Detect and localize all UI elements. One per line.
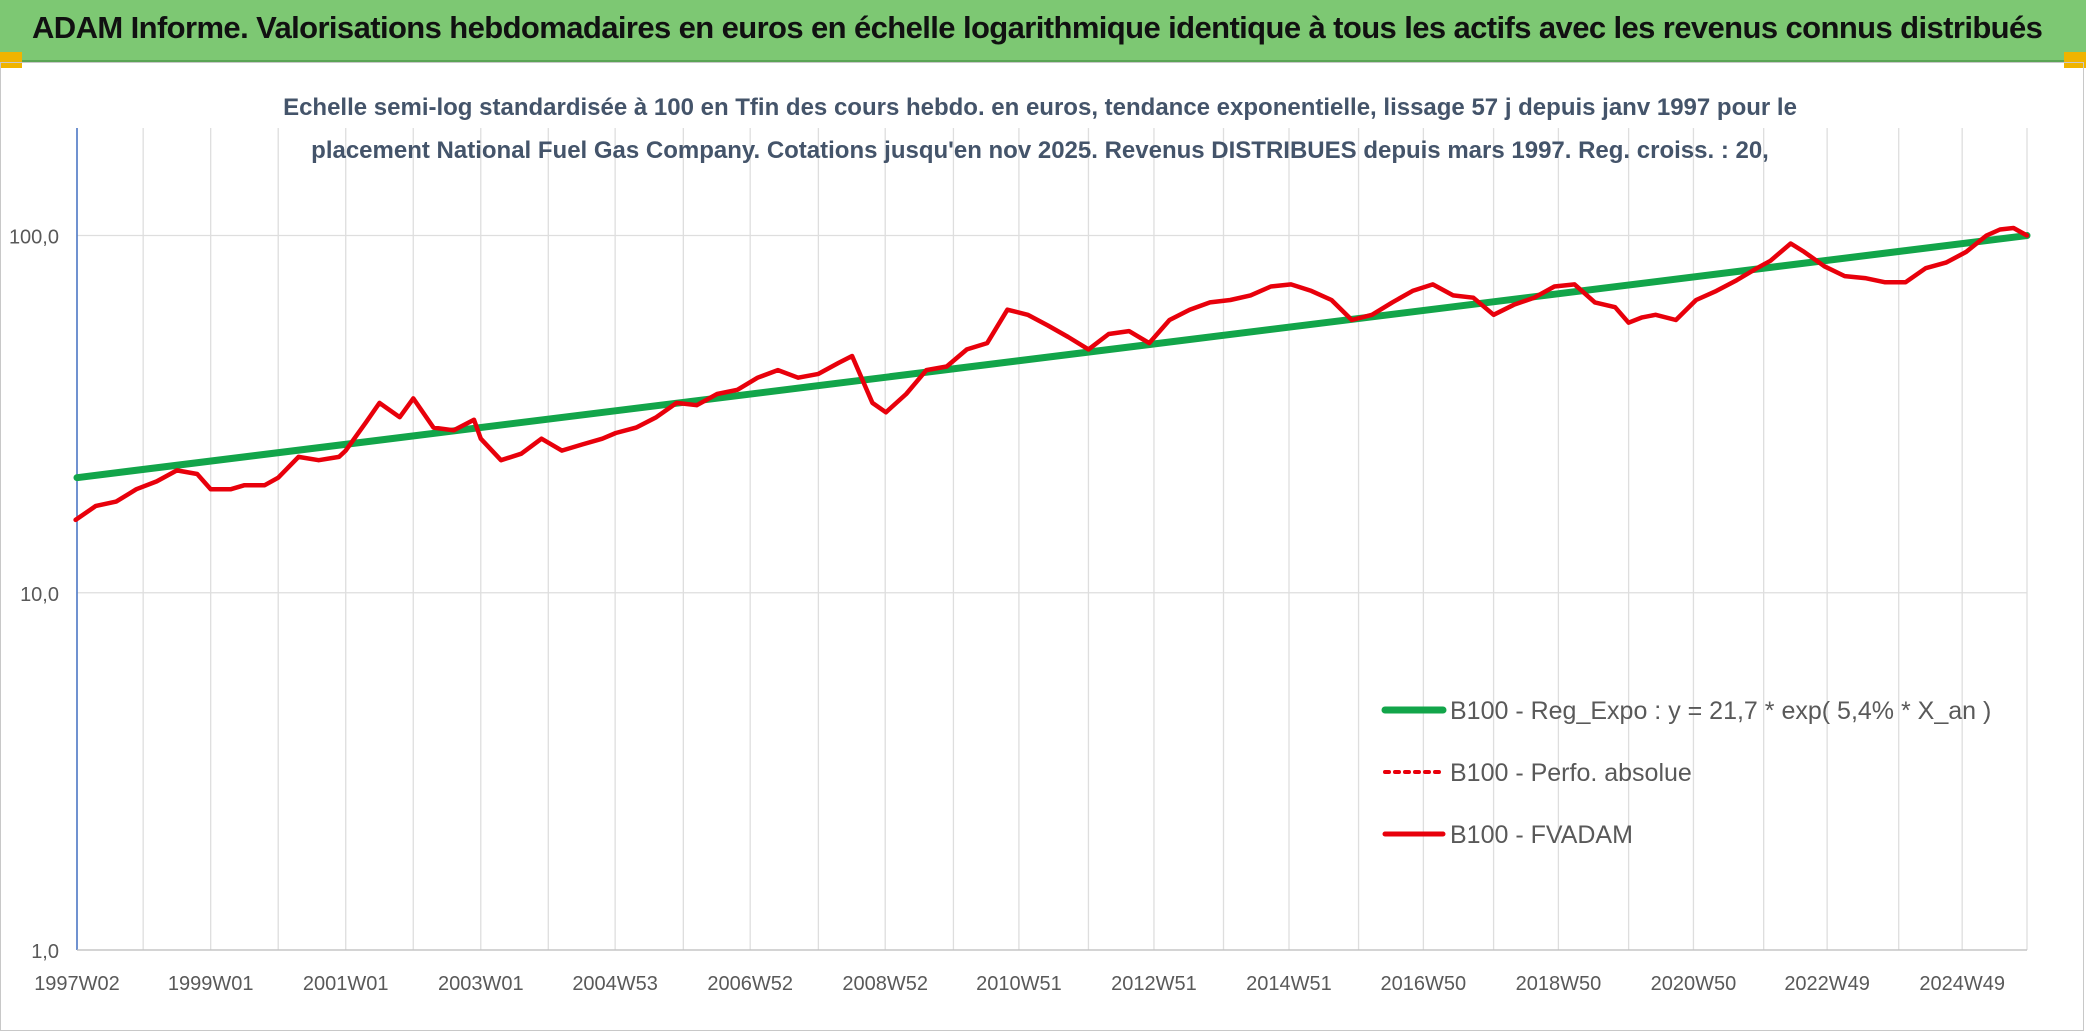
legend-regression-label: B100 - Reg_Expo : y = 21,7 * exp( 5,4% *… bbox=[1450, 697, 1991, 725]
chart-title-line-1: Echelle semi-log standardisée à 100 en T… bbox=[283, 94, 1797, 121]
legend-fvadam-label: B100 - FVADAM bbox=[1450, 821, 1633, 849]
x-tick-label: 2006W52 bbox=[707, 973, 793, 995]
x-tick-label: 2003W01 bbox=[438, 973, 524, 995]
x-tick-label: 2018W50 bbox=[1516, 973, 1602, 995]
x-tick-label: 1997W02 bbox=[34, 973, 120, 995]
x-tick-label: 2020W50 bbox=[1651, 973, 1737, 995]
y-tick-label: 10,0 bbox=[20, 584, 59, 606]
legend-fvadam: B100 - FVADAM bbox=[1382, 821, 1633, 849]
axis-layer: 1,0 10,0 100,0 1997W02 1999W01 2001W01 2003W01… bbox=[9, 128, 2027, 995]
legend-regression: B100 - Reg_Expo : y = 21,7 * exp( 5,4% *… bbox=[1381, 697, 1991, 725]
x-tick-label: 2024W49 bbox=[1919, 973, 2005, 995]
grid-layer bbox=[76, 128, 2028, 951]
series-layer bbox=[73, 225, 2031, 523]
x-tick-label: 1999W01 bbox=[168, 973, 254, 995]
regression-line bbox=[73, 232, 2031, 482]
fvadam-line bbox=[73, 225, 2030, 523]
x-tick-label: 2010W51 bbox=[976, 973, 1062, 995]
x-tick-label: 2012W51 bbox=[1111, 973, 1197, 995]
legend: B100 - Reg_Expo : y = 21,7 * exp( 5,4% *… bbox=[1381, 697, 1991, 849]
x-tick-label: 2001W01 bbox=[303, 973, 389, 995]
x-tick-label: 2022W49 bbox=[1784, 973, 1870, 995]
report-banner: ADAM Informe. Valorisations hebdomadaire… bbox=[0, 0, 2086, 62]
x-tick-label: 2016W50 bbox=[1381, 973, 1467, 995]
x-tick-label: 2014W51 bbox=[1246, 973, 1332, 995]
legend-perfo: B100 - Perfo. absolue bbox=[1383, 759, 1692, 787]
x-tick-label: 2008W52 bbox=[842, 973, 928, 995]
x-tick-label: 2004W53 bbox=[572, 973, 658, 995]
accent-corner-right bbox=[2064, 52, 2086, 68]
legend-perfo-label: B100 - Perfo. absolue bbox=[1450, 759, 1692, 787]
chart-title-block: Echelle semi-log standardisée à 100 en T… bbox=[283, 94, 1797, 164]
chart-title-line-2: placement National Fuel Gas Company. Cot… bbox=[311, 137, 1769, 164]
chart-frame bbox=[0, 62, 2084, 1031]
y-tick-label: 100,0 bbox=[9, 227, 59, 249]
y-tick-label: 1,0 bbox=[31, 941, 59, 963]
report-title: ADAM Informe. Valorisations hebdomadaire… bbox=[32, 10, 2043, 45]
accent-corner-left bbox=[0, 52, 22, 68]
